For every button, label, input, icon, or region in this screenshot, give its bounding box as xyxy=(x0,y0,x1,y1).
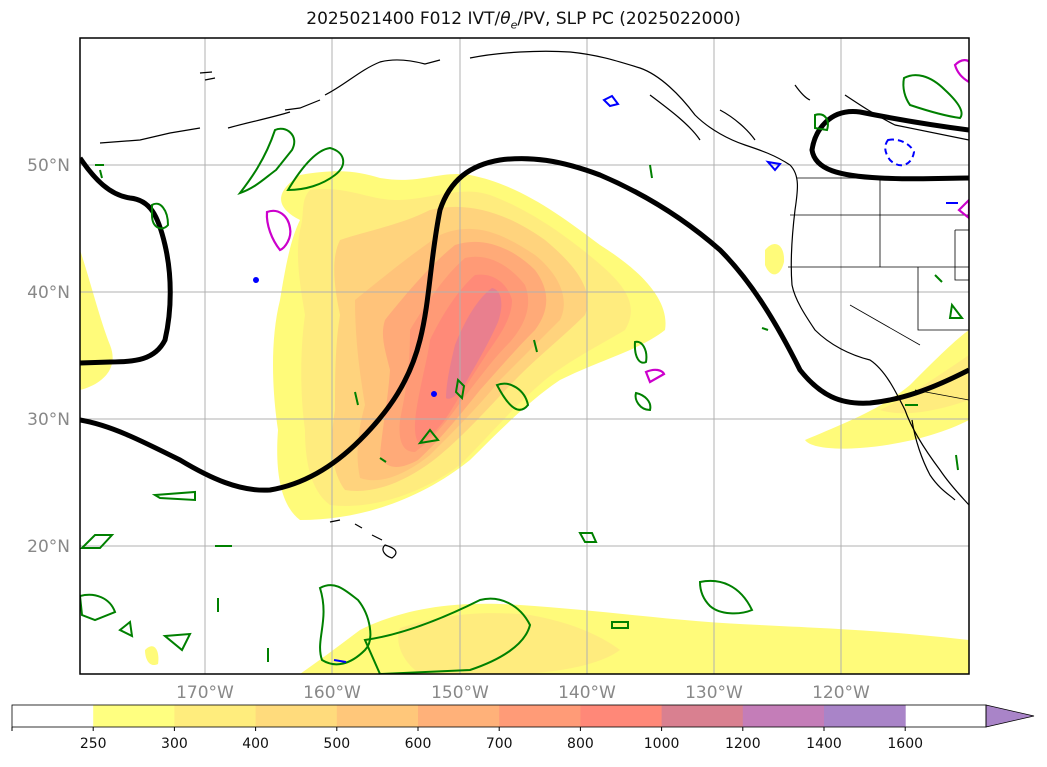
lat-labels: 50°N 40°N 30°N 20°N xyxy=(27,156,70,557)
colorbar-tick-label: 1200 xyxy=(725,736,761,752)
lon-label-170w: 170°W xyxy=(176,683,234,700)
colorbar-tick-label: 250 xyxy=(80,736,107,752)
colorbar-cell xyxy=(93,705,175,727)
colorbar-cell xyxy=(255,705,338,727)
theta-e-contours xyxy=(265,59,969,384)
lat-label-40: 40°N xyxy=(27,283,70,303)
coastlines xyxy=(99,50,969,559)
colorbar-cells xyxy=(12,705,906,727)
ivt-shading xyxy=(80,171,969,674)
colorbar-tick-label: 1400 xyxy=(806,736,842,752)
lon-label-140w: 140°W xyxy=(558,683,616,700)
colorbar-cell xyxy=(12,705,94,727)
ivt-south-band-inner xyxy=(398,613,620,674)
map-panel: 50°N 40°N 30°N 20°N 170°W 160°W 150°W 14… xyxy=(27,37,970,700)
slp-contour-west xyxy=(80,156,173,366)
colorbar-tick-label: 500 xyxy=(323,736,350,752)
colorbar-tick-label: 800 xyxy=(567,736,594,752)
colorbar-ticks: 250 300 400 500 600 700 800 1000 1200 1400 1600 xyxy=(11,727,923,752)
colorbar-tick-label: 400 xyxy=(242,736,269,752)
colorbar-cell xyxy=(824,705,906,727)
slp-contour-ridge xyxy=(80,156,969,493)
colorbar-extend-arrow xyxy=(985,704,1035,728)
negative-contours xyxy=(253,94,958,663)
colorbar-cell xyxy=(499,705,581,727)
colorbar-cell xyxy=(174,705,257,727)
colorbar-cell xyxy=(661,705,744,727)
colorbar-tick-label: 1000 xyxy=(644,736,680,752)
lon-labels: 170°W 160°W 150°W 140°W 130°W 120°W xyxy=(176,683,870,700)
colorbar-cell xyxy=(580,705,663,727)
lon-label-150w: 150°W xyxy=(431,683,489,700)
colorbar-tick-label: 600 xyxy=(405,736,432,752)
colorbar: 250 300 400 500 600 700 800 1000 1200 1400 1600 xyxy=(11,704,1035,752)
lat-label-30: 30°N xyxy=(27,410,70,430)
ivt-west-region xyxy=(80,250,113,390)
slp-contours xyxy=(80,109,969,493)
colorbar-cell xyxy=(336,705,419,727)
dashed-contour xyxy=(884,138,916,167)
colorbar-cell xyxy=(418,705,500,727)
pv-contours xyxy=(80,74,965,674)
lon-label-130w: 130°W xyxy=(685,683,743,700)
slp-contour-ne xyxy=(809,109,969,182)
lon-label-120w: 120°W xyxy=(812,683,870,700)
colorbar-cell xyxy=(742,705,825,727)
lat-label-50: 50°N xyxy=(27,156,70,176)
colorbar-tick-label: 1600 xyxy=(887,736,923,752)
map-title: 2025021400 F012 IVT/θe/PV, SLP PC (20250… xyxy=(306,9,741,32)
plot-frame xyxy=(79,37,970,675)
colorbar-tick-label: 700 xyxy=(486,736,513,752)
lon-label-160w: 160°W xyxy=(303,683,361,700)
colorbar-tick-label: 300 xyxy=(161,736,188,752)
lat-label-20: 20°N xyxy=(27,537,70,557)
